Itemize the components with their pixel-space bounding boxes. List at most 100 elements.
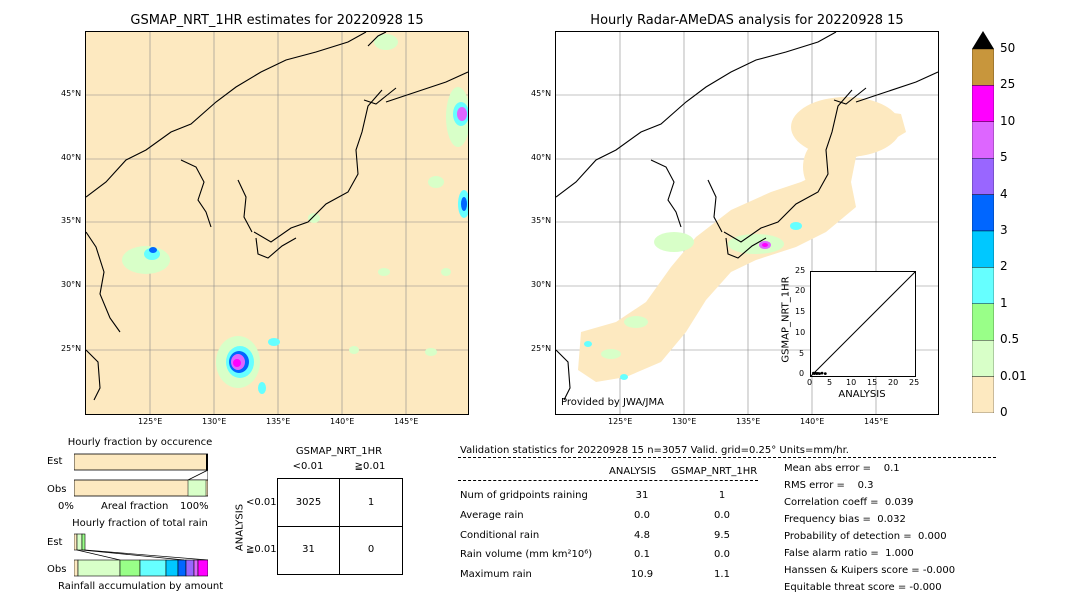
inset-ytick-10: 10 bbox=[795, 328, 806, 337]
validation-row-analysis: 0.1 bbox=[634, 549, 650, 560]
right-lat-label-30: 30°N bbox=[531, 280, 552, 289]
colorbar-swatch bbox=[971, 194, 995, 232]
validation-row-label: Conditional rain bbox=[460, 530, 540, 541]
contingency-cell-1-1: 0 bbox=[367, 544, 375, 555]
occurrence-xlabel-left: 0% bbox=[58, 501, 74, 512]
inset-ylabel: GSMAP_NRT_1HR bbox=[780, 276, 792, 363]
validation-col-analysis: ANALYSIS bbox=[609, 466, 657, 477]
contingency-side-label-wrap: ANALYSIS bbox=[233, 504, 247, 565]
left-map-grid bbox=[86, 32, 468, 414]
left-map-canvas bbox=[86, 32, 468, 414]
colorbar-extend-arrow bbox=[972, 31, 994, 49]
colorbar-label: 1 bbox=[1000, 295, 1008, 310]
inset-ylabel-wrap: GSMAP_NRT_1HR bbox=[780, 270, 794, 370]
left-lat-label-35: 35°N bbox=[61, 216, 82, 225]
colorbar-swatch bbox=[971, 157, 995, 195]
right-lat-label-35: 35°N bbox=[531, 216, 552, 225]
inset-ytick-5: 5 bbox=[799, 349, 805, 358]
total-xlabel: Rainfall accumulation by amount bbox=[58, 581, 224, 592]
occurrence-canvas bbox=[73, 453, 209, 497]
inset-scatter-plot bbox=[810, 271, 916, 377]
occurrence-title: Hourly fraction by occurence bbox=[67, 437, 213, 448]
score-hk: Hanssen & Kuipers score = -0.000 bbox=[784, 565, 956, 576]
contingency-col-header-1: ≧0.01 bbox=[354, 461, 386, 472]
inset-point bbox=[823, 372, 827, 375]
validation-divider bbox=[458, 457, 996, 458]
right-lon-label-135: 135°E bbox=[736, 417, 761, 426]
inset-point bbox=[820, 371, 824, 375]
colorbar-swatch bbox=[971, 340, 995, 377]
left-lat-label-45: 45°N bbox=[61, 89, 82, 98]
right-lon-label-125: 125°E bbox=[608, 417, 633, 426]
inset-xtick-20: 20 bbox=[888, 378, 899, 387]
inset-ytick-15: 15 bbox=[795, 307, 806, 316]
colorbar-label: 0 bbox=[1000, 405, 1008, 419]
colorbar-label: 25 bbox=[1000, 77, 1016, 92]
validation-row-gsmap: 1 bbox=[718, 490, 726, 501]
contingency-title: GSMAP_NRT_1HR bbox=[295, 446, 383, 457]
validation-row-analysis: 31 bbox=[635, 490, 649, 501]
occurrence-est-label: Est bbox=[47, 456, 63, 467]
validation-row-analysis: 4.8 bbox=[634, 530, 650, 541]
score-ets: Equitable threat score = -0.000 bbox=[784, 582, 942, 593]
left-lon-label-135: 135°E bbox=[266, 417, 291, 426]
occurrence-chart bbox=[73, 452, 209, 498]
colorbar-swatch bbox=[971, 121, 995, 159]
contingency-row-header-1: ≧0.01 bbox=[246, 544, 277, 555]
colorbar-canvas bbox=[971, 31, 995, 414]
contingency-cell-0-1: 1 bbox=[367, 497, 375, 508]
occurrence-obs-label: Obs bbox=[47, 484, 67, 495]
validation-row-gsmap: 0.0 bbox=[714, 549, 730, 560]
contingency-row-header-0: <0.01 bbox=[246, 497, 277, 508]
inset-point bbox=[818, 372, 821, 375]
inset-ytick-20: 20 bbox=[795, 286, 806, 295]
contingency-cell-1-0: 31 bbox=[302, 544, 315, 555]
colorbar-swatch bbox=[971, 48, 995, 86]
left-lon-label-130: 130°E bbox=[202, 417, 227, 426]
validation-row-gsmap: 0.0 bbox=[714, 510, 730, 521]
validation-row-gsmap: 1.1 bbox=[714, 569, 730, 580]
colorbar-label: 10 bbox=[1000, 113, 1016, 128]
validation-row-label: Average rain bbox=[460, 510, 524, 521]
validation-row-label: Rain volume (mm km²10⁶) bbox=[460, 549, 593, 560]
right-map-coastline bbox=[556, 32, 938, 401]
left-map-rain bbox=[122, 34, 468, 394]
right-lon-label-130: 130°E bbox=[672, 417, 697, 426]
left-lat-label-25: 25°N bbox=[61, 344, 82, 353]
right-lon-label-145: 145°E bbox=[864, 417, 889, 426]
occurrence-xlabel-right: 100% bbox=[180, 501, 209, 512]
score-rms-error: RMS error = 0.3 bbox=[784, 480, 874, 491]
contingency-table: 3025 1 31 0 bbox=[277, 478, 403, 575]
left-lon-label-140: 140°E bbox=[330, 417, 355, 426]
contingency-col-header-0: <0.01 bbox=[292, 461, 324, 472]
occurrence-xlabel-mid: Areal fraction bbox=[101, 501, 169, 512]
total-title: Hourly fraction of total rain bbox=[72, 518, 208, 529]
colorbar-label: 0.5 bbox=[1000, 332, 1020, 347]
colorbar-swatch bbox=[971, 303, 995, 341]
right-lat-label-45: 45°N bbox=[531, 89, 552, 98]
right-lat-label-25: 25°N bbox=[531, 344, 552, 353]
colorbar-label: 5 bbox=[1000, 150, 1008, 165]
left-map bbox=[85, 31, 469, 415]
colorbar-label: 50 bbox=[1000, 41, 1016, 55]
inset-xtick-10: 10 bbox=[846, 378, 857, 387]
inset-xlabel: ANALYSIS bbox=[838, 389, 886, 400]
validation-table-divider bbox=[458, 480, 758, 481]
left-map-coastline bbox=[86, 32, 468, 401]
colorbar-swatch bbox=[971, 85, 995, 123]
right-map-canvas bbox=[556, 32, 938, 414]
total-chart bbox=[73, 532, 209, 580]
left-lat-label-40: 40°N bbox=[61, 153, 82, 162]
inset-xtick-5: 5 bbox=[827, 378, 833, 387]
right-map-rain bbox=[584, 222, 802, 380]
inset-xtick-15: 15 bbox=[867, 378, 878, 387]
validation-header: Validation statistics for 20220928 15 n=… bbox=[460, 445, 849, 456]
colorbar-label: 0.01 bbox=[1000, 368, 1027, 383]
score-pod: Probability of detection = 0.000 bbox=[784, 531, 947, 542]
left-lon-label-125: 125°E bbox=[138, 417, 163, 426]
contingency-side-label: ANALYSIS bbox=[234, 503, 246, 552]
validation-row-label: Num of gridpoints raining bbox=[460, 490, 588, 501]
right-lon-label-140: 140°E bbox=[800, 417, 825, 426]
left-lat-label-30: 30°N bbox=[61, 280, 82, 289]
validation-row-gsmap: 9.5 bbox=[714, 530, 730, 541]
